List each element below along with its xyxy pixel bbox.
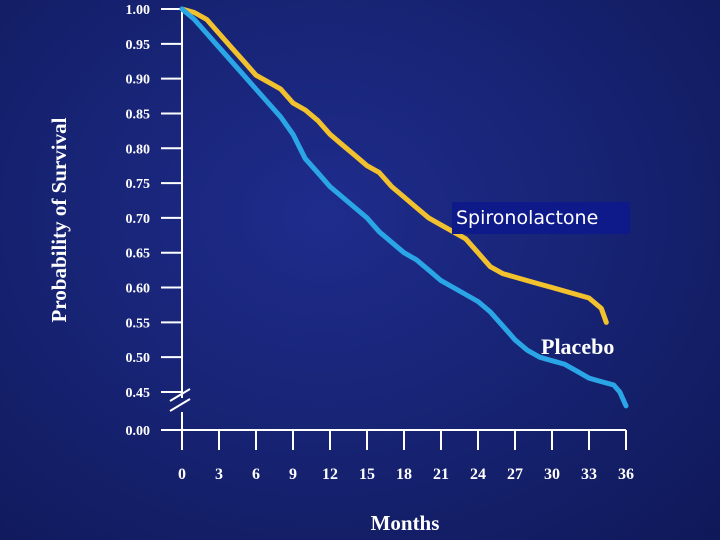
- x-axis-title: Months: [371, 511, 440, 535]
- x-tick-label: 6: [252, 466, 260, 483]
- series-layer: [179, 6, 629, 409]
- y-tick-label: 0.90: [126, 73, 151, 88]
- y-tick-label: 0.55: [126, 316, 151, 331]
- y-tick-label: 0.50: [126, 351, 151, 366]
- axis-break-mark: [169, 388, 191, 402]
- x-tick-label: 21: [433, 466, 449, 483]
- series-line-spironolactone: [179, 6, 609, 325]
- y-tick-label: 0.00: [126, 424, 151, 439]
- x-tick-label: 9: [289, 466, 297, 483]
- y-tick-label: 0.75: [126, 177, 151, 192]
- x-tick-label: 27: [507, 466, 523, 483]
- x-tick-label: 30: [544, 466, 560, 483]
- x-tick-label: 33: [581, 466, 597, 483]
- x-tick-label: 3: [215, 466, 223, 483]
- y-tick-label: 0.85: [126, 107, 151, 122]
- x-tick-label: 24: [470, 466, 486, 483]
- x-tick-label: 15: [359, 466, 375, 483]
- series-line-placebo: [179, 6, 629, 409]
- x-tick-label: 0: [178, 466, 186, 483]
- placebo-label: Placebo: [541, 334, 614, 359]
- y-tick-label: 0.60: [126, 282, 151, 297]
- x-tick-label: 36: [618, 466, 634, 483]
- spironolactone-label: Spironolactone: [452, 202, 630, 234]
- y-tick-label: 0.80: [126, 142, 151, 157]
- y-tick-label: 0.70: [126, 212, 151, 227]
- y-tick-label: 1.00: [126, 3, 151, 18]
- x-tick-label: 18: [396, 466, 412, 483]
- y-axis-title: Probability of Survival: [47, 117, 71, 322]
- chart-axes: 1.00 0.95 0.90 0.85 0.80 0.75 0.70 0.65 0.60 0.55…: [126, 3, 635, 483]
- y-tick-label: 0.45: [126, 386, 151, 401]
- y-tick-label: 0.65: [126, 247, 151, 262]
- axis-break-mark: [169, 398, 191, 412]
- x-tick-label: 12: [322, 466, 338, 483]
- y-tick-label: 0.95: [126, 38, 151, 53]
